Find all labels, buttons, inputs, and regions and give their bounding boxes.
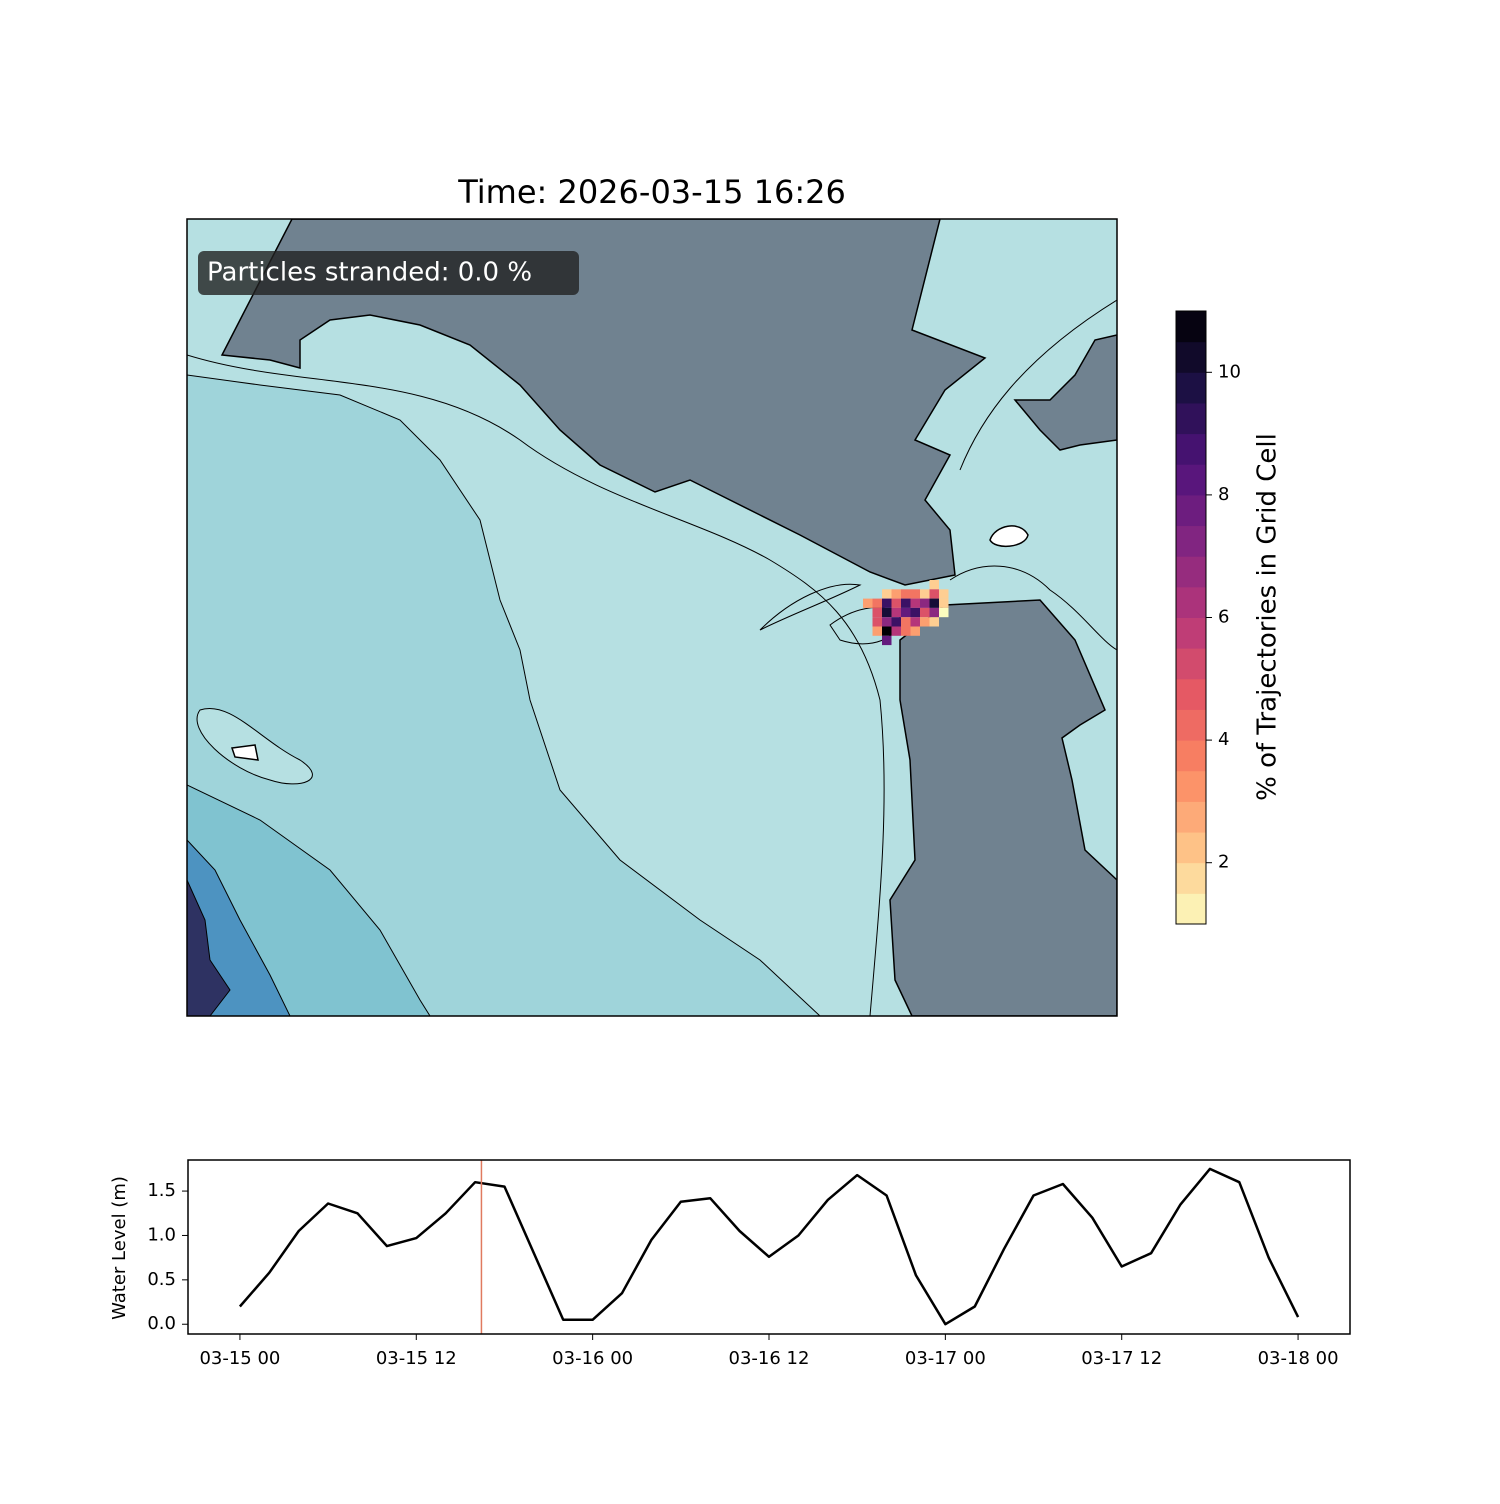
heatmap-cell (882, 626, 892, 636)
x-tick-label: 03-16 00 (552, 1348, 633, 1369)
heatmap-cell (872, 598, 882, 608)
water-level-chart: 0.0 0.5 1.0 1.5 03-15 00 03-15 12 03-16 00 03-1… (147, 1159, 1351, 1369)
y-tick-label: 1.5 (147, 1180, 176, 1201)
heatmap-cell (891, 598, 901, 608)
colorbar-band (1176, 311, 1206, 343)
depth-zone (187, 374, 821, 1016)
plot-frame (187, 1159, 1351, 1335)
annotation-box (198, 251, 579, 295)
heatmap-cell (920, 589, 930, 599)
colorbar-band (1176, 556, 1206, 588)
colorbar-band (1176, 862, 1206, 894)
colorbar-band (1176, 801, 1206, 833)
depth-zone (187, 879, 231, 1016)
colorbar-band (1176, 464, 1206, 496)
heatmap-cell (882, 598, 892, 608)
heatmap-cell (901, 617, 911, 627)
annotation: Particles stranded: 0.0 % (207, 258, 532, 288)
heatmap-cell (901, 626, 911, 636)
heatmap-cell (910, 626, 920, 636)
colorbar-band (1176, 494, 1206, 527)
heatmap-cell (939, 589, 949, 599)
colorbar-band (1176, 709, 1206, 741)
colorbar-label: % of Trajectories in Grid Cell (1253, 433, 1283, 801)
heatmap-cell (929, 589, 939, 599)
islet (231, 744, 259, 761)
heatmap-cell (882, 607, 892, 618)
colorbar-band (1176, 433, 1206, 465)
colorbar-band (1176, 372, 1206, 404)
land (889, 599, 1117, 1016)
heatmap-cell (882, 617, 892, 627)
heatmap-cell (872, 617, 882, 627)
water-level-line (238, 1167, 1300, 1326)
contour (759, 583, 862, 631)
heatmap (863, 580, 949, 646)
contour (187, 354, 885, 1016)
heatmap-cell (939, 598, 949, 608)
heatmap-cell (901, 607, 911, 618)
heatmap-cell (929, 607, 939, 618)
colorbar-tick-label: 6 (1218, 607, 1229, 628)
contour (949, 565, 1117, 651)
colorbar-band (1176, 648, 1206, 680)
x-tick-label: 03-15 00 (199, 1348, 280, 1369)
heatmap-cell (901, 589, 911, 599)
heatmap-cell (901, 598, 911, 608)
colorbar-tick-label: 2 (1218, 852, 1229, 873)
heatmap-cell (872, 626, 882, 636)
heatmap-cell (929, 617, 939, 627)
y-axis-label: Water Level (m) (109, 1176, 130, 1320)
map-title: Time: 2026-03-15 16:26 (457, 173, 846, 211)
x-tick-label: 03-15 12 (376, 1348, 457, 1369)
heatmap-cell (929, 598, 939, 608)
colorbar-band (1176, 525, 1206, 557)
heatmap-cell (872, 607, 882, 618)
y-tick-label: 0.0 (147, 1313, 176, 1334)
heatmap-cell (882, 635, 892, 646)
heatmap-cell (891, 607, 901, 618)
y-tick-label: 0.5 (147, 1269, 176, 1290)
x-tick-label: 03-17 00 (905, 1348, 986, 1369)
colorbar-band (1176, 586, 1206, 618)
heatmap-cell (863, 598, 873, 608)
land (1013, 334, 1117, 451)
heatmap-cell (891, 589, 901, 599)
colorbar-band (1176, 617, 1206, 649)
map (187, 219, 1117, 1016)
colorbar-tick-label: 4 (1218, 729, 1229, 750)
heatmap-cell (891, 626, 901, 636)
heatmap-cell (920, 607, 930, 618)
heatmap-cell (920, 617, 930, 627)
map-frame (186, 218, 1118, 1017)
colorbar-band (1176, 341, 1206, 373)
colorbar-tick-label: 10 (1218, 361, 1241, 382)
colorbar-band (1176, 740, 1206, 772)
heatmap-cell (910, 617, 920, 627)
heatmap-cell (939, 607, 949, 618)
land (220, 219, 987, 586)
x-tick-label: 03-18 00 (1258, 1348, 1339, 1369)
contour (959, 299, 1117, 471)
heatmap-cell (920, 598, 930, 608)
colorbar-band (1176, 678, 1206, 710)
heatmap-cell (882, 589, 892, 599)
colorbar: 2 4 6 8 10 (1175, 310, 1241, 925)
heatmap-cell (910, 598, 920, 608)
heatmap-cell (891, 617, 901, 627)
colorbar-band (1176, 770, 1206, 802)
heatmap-cell (910, 589, 920, 599)
colorbar-tick-label: 8 (1218, 484, 1229, 505)
colorbar-band (1176, 893, 1206, 925)
colorbar-band (1176, 832, 1206, 864)
colorbar-band (1176, 402, 1206, 435)
heatmap-cell (929, 580, 939, 590)
x-tick-label: 03-16 12 (729, 1348, 810, 1369)
y-tick-label: 1.0 (147, 1224, 176, 1245)
heatmap-cell (910, 607, 920, 618)
islet (989, 525, 1029, 547)
x-tick-label: 03-17 12 (1081, 1348, 1162, 1369)
